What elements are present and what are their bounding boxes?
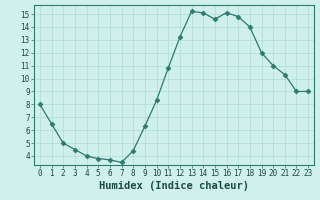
X-axis label: Humidex (Indice chaleur): Humidex (Indice chaleur): [99, 181, 249, 191]
